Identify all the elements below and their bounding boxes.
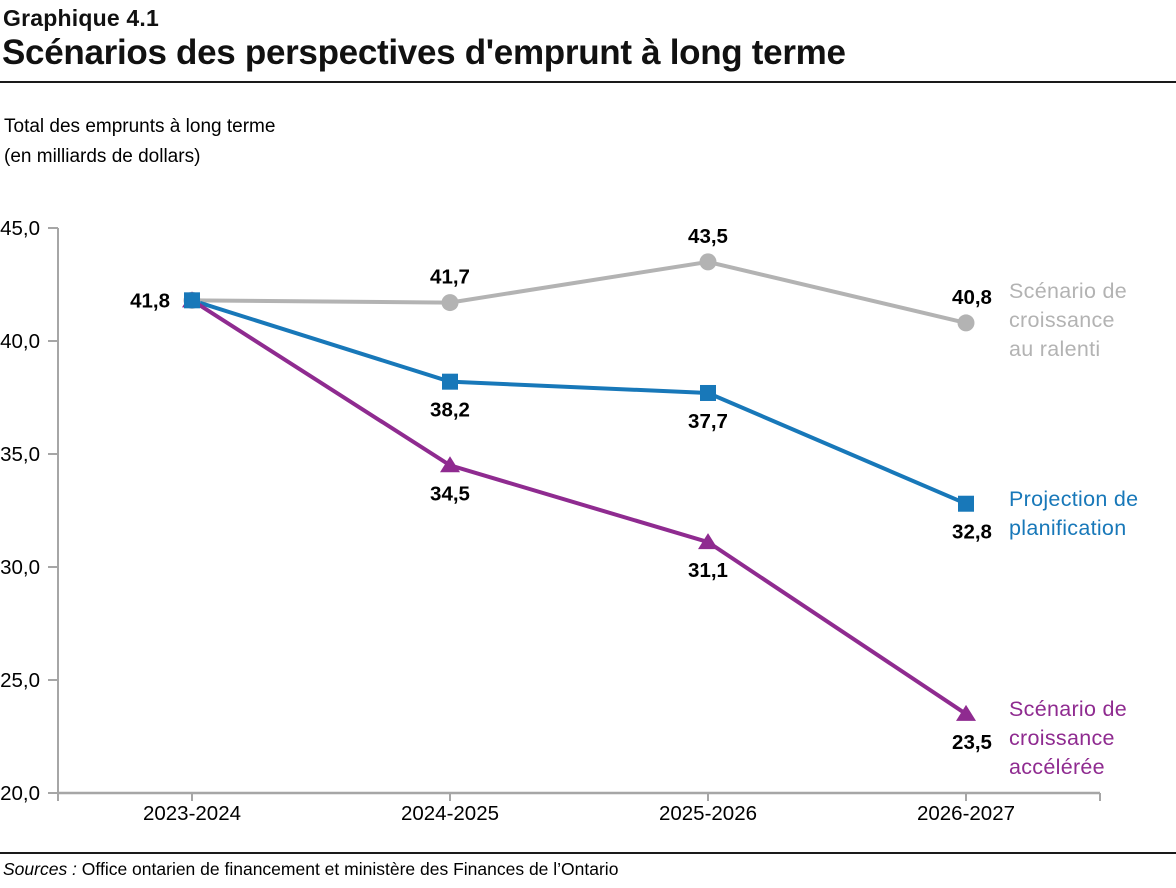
square-marker bbox=[442, 373, 458, 390]
data-label: 43,5 bbox=[688, 225, 728, 248]
data-labels: 41,8 41,7 43,5 40,8 38,2 37,7 32,8 34,5 31,1 23,5 bbox=[130, 225, 992, 754]
line-chart: 45,0 40,0 35,0 30,0 25,0 20,0 2023-2024 2024-20… bbox=[0, 190, 1176, 888]
source-note: Sources : Office ontarien de financement… bbox=[3, 859, 618, 880]
data-label: 23,5 bbox=[952, 731, 992, 754]
data-label-start: 41,8 bbox=[130, 289, 170, 312]
data-label: 32,8 bbox=[952, 521, 992, 544]
source-label: Sources : bbox=[3, 859, 77, 879]
source-divider bbox=[0, 852, 1176, 854]
y-axis-note: Total des emprunts à long terme (en mill… bbox=[4, 112, 275, 172]
y-tick-label: 25,0 bbox=[0, 669, 40, 692]
data-label: 40,8 bbox=[952, 286, 992, 309]
chart-kicker: Graphique 4.1 bbox=[3, 5, 159, 31]
legend-line: Scénario de bbox=[1009, 697, 1128, 721]
circle-marker bbox=[699, 253, 717, 271]
square-marker bbox=[184, 292, 200, 309]
y-tick-label: 45,0 bbox=[0, 217, 40, 240]
source-text: Office ontarien de financement et minist… bbox=[76, 859, 619, 879]
circle-marker bbox=[957, 314, 975, 332]
legend-line: Scénario de bbox=[1009, 279, 1128, 303]
legend-line: planification bbox=[1009, 516, 1127, 540]
data-label: 34,5 bbox=[430, 482, 470, 505]
title-divider bbox=[0, 81, 1176, 83]
y-axis-note-line2: (en milliards de dollars) bbox=[4, 146, 201, 167]
data-label: 41,7 bbox=[430, 266, 470, 289]
y-tick-label: 30,0 bbox=[0, 556, 40, 579]
line-chart-svg: 45,0 40,0 35,0 30,0 25,0 20,0 2023-2024 2024-20… bbox=[0, 217, 1101, 825]
chart-title: Scénarios des perspectives d'emprunt à l… bbox=[2, 33, 846, 72]
x-tick-label: 2024-2025 bbox=[401, 802, 499, 825]
axes bbox=[48, 227, 1101, 801]
legend-scenario-croissance-au-ralenti: Scénario de croissance au ralenti bbox=[1009, 277, 1127, 364]
y-tick-label: 20,0 bbox=[0, 782, 40, 805]
square-marker bbox=[700, 384, 716, 401]
triangle-marker bbox=[698, 533, 718, 550]
legend-projection-de-planification: Projection de planification bbox=[1009, 485, 1138, 543]
legend-line: croissance bbox=[1009, 308, 1115, 332]
data-label: 37,7 bbox=[688, 410, 728, 433]
x-tick-label: 2023-2024 bbox=[143, 802, 241, 825]
x-tick-label: 2026-2027 bbox=[917, 802, 1015, 825]
series-line bbox=[190, 298, 968, 716]
data-label: 38,2 bbox=[430, 399, 470, 422]
square-marker bbox=[958, 495, 974, 512]
data-label: 31,1 bbox=[688, 559, 728, 582]
legend-line: Projection de bbox=[1009, 487, 1139, 511]
circle-marker bbox=[441, 294, 459, 312]
tick-labels: 45,0 40,0 35,0 30,0 25,0 20,0 2023-2024 2024-20… bbox=[0, 217, 1015, 825]
legend-scenario-croissance-acceleree: Scénario de croissance accélérée bbox=[1009, 695, 1127, 782]
legend-line: au ralenti bbox=[1009, 337, 1101, 361]
series-line bbox=[191, 298, 967, 506]
y-tick-label: 40,0 bbox=[0, 330, 40, 353]
legend-line: accélérée bbox=[1009, 755, 1105, 779]
legend-line: croissance bbox=[1009, 726, 1115, 750]
triangle-marker bbox=[440, 456, 460, 473]
y-axis-note-line1: Total des emprunts à long terme bbox=[4, 116, 276, 137]
series-line bbox=[191, 259, 967, 325]
x-tick-label: 2025-2026 bbox=[659, 802, 757, 825]
triangle-marker bbox=[956, 704, 976, 721]
y-tick-label: 35,0 bbox=[0, 443, 40, 466]
